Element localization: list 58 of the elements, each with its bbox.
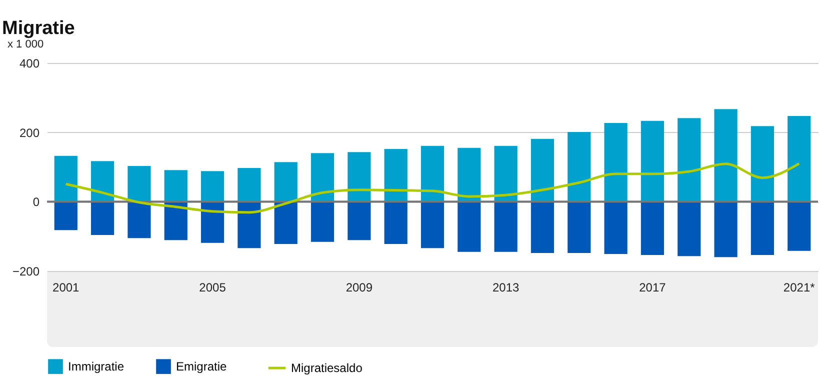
bar bbox=[310, 202, 334, 242]
y-tick-label: −200 bbox=[12, 264, 40, 278]
x-tick-label: 2001 bbox=[52, 280, 80, 294]
chart-title: Migratie bbox=[2, 18, 75, 39]
bar bbox=[238, 202, 261, 248]
legend-label: Emigratie bbox=[176, 360, 228, 374]
bar bbox=[164, 202, 188, 240]
bar bbox=[200, 171, 224, 202]
y-axis-title: x 1 000 bbox=[8, 38, 44, 50]
bar bbox=[714, 202, 738, 258]
bar bbox=[128, 202, 151, 238]
bar bbox=[458, 148, 481, 202]
y-tick-label: 0 bbox=[32, 195, 40, 210]
x-tick-label: 2013 bbox=[492, 280, 520, 294]
line-series bbox=[64, 162, 800, 214]
y-tick-label: 400 bbox=[19, 56, 40, 70]
x-tick-label: 2017 bbox=[639, 280, 666, 294]
bar bbox=[348, 202, 371, 240]
bar bbox=[54, 156, 78, 202]
bar bbox=[678, 118, 701, 202]
bar bbox=[640, 120, 664, 202]
legend-label: Immigratie bbox=[68, 360, 124, 374]
y-tick-label: 200 bbox=[19, 126, 40, 140]
bar bbox=[788, 116, 811, 202]
bar bbox=[604, 202, 628, 254]
legend-label: Migratiesaldo bbox=[291, 361, 363, 375]
bar bbox=[640, 202, 664, 256]
bar bbox=[54, 202, 78, 230]
bar bbox=[200, 202, 224, 243]
bar bbox=[568, 132, 591, 202]
bar bbox=[530, 202, 554, 253]
x-tick-label: 2009 bbox=[346, 280, 373, 294]
bar bbox=[164, 170, 188, 202]
bar bbox=[750, 202, 774, 256]
bar bbox=[310, 153, 334, 202]
bar bbox=[90, 161, 114, 202]
x-tick-label: 2005 bbox=[199, 280, 226, 294]
bar bbox=[494, 202, 518, 252]
bar bbox=[128, 166, 151, 202]
bar bbox=[678, 202, 701, 256]
bar bbox=[788, 202, 811, 251]
bar bbox=[348, 152, 371, 202]
bar bbox=[274, 162, 298, 202]
bar bbox=[274, 202, 298, 244]
bar bbox=[714, 109, 738, 202]
bar bbox=[420, 146, 444, 202]
bar bbox=[568, 202, 591, 253]
bar bbox=[530, 138, 554, 202]
bar bbox=[494, 146, 518, 202]
x-tick-label: 2021* bbox=[783, 280, 816, 294]
bar bbox=[238, 168, 261, 202]
bar bbox=[420, 202, 444, 248]
bar bbox=[384, 202, 408, 244]
bar bbox=[384, 148, 408, 202]
bar bbox=[750, 126, 774, 202]
bar bbox=[458, 202, 481, 252]
bar bbox=[604, 122, 628, 202]
bar bbox=[90, 202, 114, 235]
